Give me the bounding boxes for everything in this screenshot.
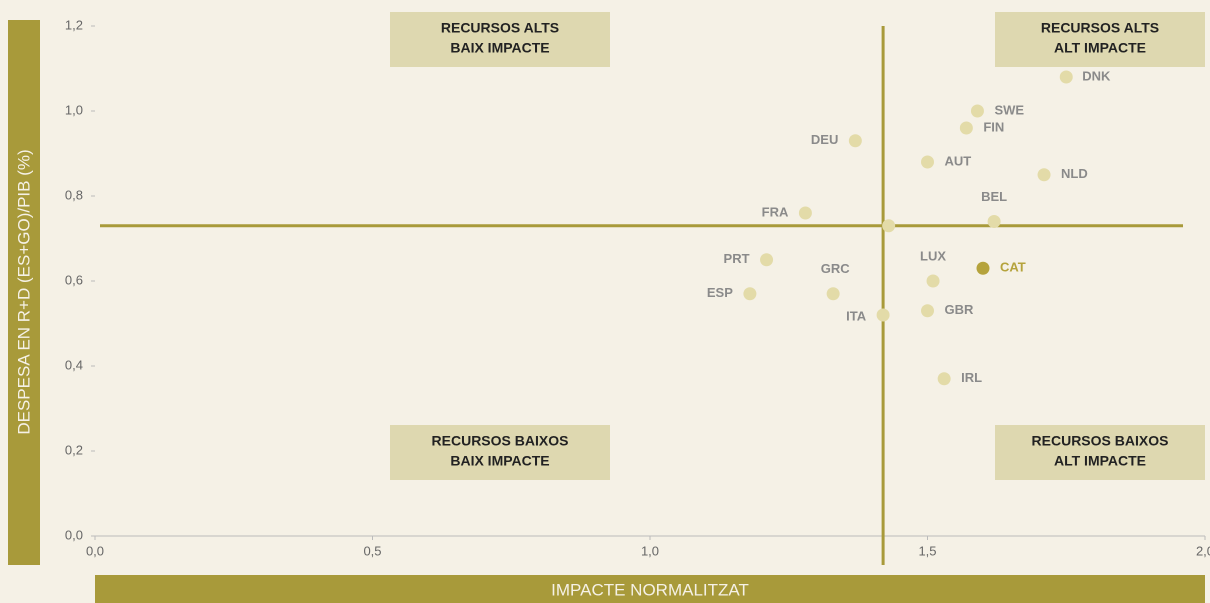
quadrant-label: BAIX IMPACTE [450, 40, 549, 56]
quadrant-box [390, 12, 610, 67]
point-label: GBR [945, 302, 975, 317]
point [798, 206, 812, 220]
x-tick-label: 1,5 [918, 543, 936, 558]
quadrant-box [995, 12, 1205, 67]
point [826, 287, 840, 301]
quadrant-label: RECURSOS ALTS [1041, 20, 1159, 36]
point-label: GRC [821, 261, 851, 276]
point [743, 287, 757, 301]
quadrant-label: RECURSOS BAIXOS [432, 433, 569, 449]
y-tick-label: 0,0 [65, 527, 83, 542]
point [921, 155, 934, 169]
point [848, 134, 862, 148]
point-label: LUX [920, 248, 946, 263]
point [987, 215, 1001, 228]
point [937, 372, 951, 386]
y-tick-label: 0,4 [65, 357, 83, 372]
point [760, 253, 774, 267]
quadrant-label: BAIX IMPACTE [450, 453, 549, 469]
point [882, 219, 896, 233]
point [1037, 168, 1051, 182]
point [1059, 70, 1073, 84]
y-axis-label: DESPESA EN R+D (ES+GO)/PIB (%) [14, 149, 33, 434]
y-axis-band [8, 20, 40, 565]
point [926, 274, 940, 288]
point-label: DNK [1082, 68, 1111, 83]
quadrant-box [995, 425, 1205, 480]
point [959, 121, 973, 135]
y-tick-label: 1,2 [65, 17, 83, 32]
y-tick-label: 0,2 [65, 442, 83, 457]
quadrant-box [390, 425, 610, 480]
point-label: FIN [983, 119, 1004, 134]
x-tick-label: 1,0 [641, 543, 659, 558]
y-tick-label: 0,8 [65, 187, 83, 202]
point-label: ITA [846, 308, 867, 323]
point-label: AUT [945, 153, 972, 168]
x-tick-label: 0,5 [363, 543, 381, 558]
point-label: SWE [994, 102, 1024, 117]
x-axis-band [95, 575, 1205, 603]
point-label: IRL [961, 370, 982, 385]
x-tick-label: 2,0 [1196, 543, 1210, 558]
point-label: ESP [707, 285, 733, 300]
point [921, 304, 934, 318]
point [970, 104, 984, 118]
point-label: CAT [1000, 260, 1026, 275]
x-tick-label: 0,0 [86, 543, 104, 558]
quadrant-label: RECURSOS ALTS [441, 20, 559, 36]
point-label: BEL [981, 189, 1007, 204]
point-label: NLD [1061, 166, 1088, 181]
quadrant-label: RECURSOS BAIXOS [1032, 433, 1169, 449]
quadrant-label: ALT IMPACTE [1054, 453, 1146, 469]
y-tick-label: 1,0 [65, 102, 83, 117]
point-label: DEU [811, 132, 838, 147]
quadrant-label: ALT IMPACTE [1054, 40, 1146, 56]
point [876, 308, 890, 322]
point [976, 261, 990, 275]
y-tick-label: 0,6 [65, 272, 83, 287]
x-axis-label: IMPACTE NORMALITZAT [551, 580, 749, 599]
point-label: FRA [762, 204, 789, 219]
point-label: PRT [724, 251, 750, 266]
